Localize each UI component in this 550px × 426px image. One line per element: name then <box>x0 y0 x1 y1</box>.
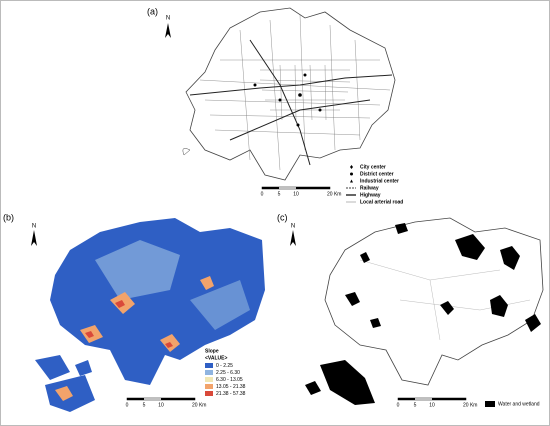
panel-label: (c) <box>277 212 288 222</box>
north-arrow <box>290 230 296 246</box>
legend-swatch <box>205 370 213 375</box>
road-network <box>199 14 391 171</box>
water-area <box>305 223 541 405</box>
island <box>55 386 73 401</box>
north-label: N <box>166 16 170 22</box>
legend-label: Water and wetland <box>498 401 540 407</box>
legend-swatch <box>205 363 213 368</box>
north-label: N <box>32 224 36 230</box>
legend-symbol <box>350 172 353 176</box>
panel-label: (b) <box>3 212 14 222</box>
scale-bar: 0 5 10 20 Km <box>126 397 206 408</box>
slope-area <box>85 300 173 348</box>
scale-label: 10 <box>293 191 299 197</box>
legend-label: 6.30 - 13.05 <box>216 377 243 383</box>
scale-label: 0 <box>397 402 400 408</box>
legend-label: District center <box>360 171 394 177</box>
scale-label: 10 <box>158 402 164 408</box>
scale-label: 0 <box>261 191 264 197</box>
scale-label: 5 <box>143 402 146 408</box>
city-boundary <box>324 217 544 386</box>
legend: Slope <VALUE> 0 - 2.25 2.25 - 6.30 6.30 … <box>205 348 246 397</box>
legend-symbol <box>350 179 353 183</box>
center-points <box>253 73 322 127</box>
highways <box>189 39 393 166</box>
city-boundary <box>185 7 396 181</box>
legend-title: Slope <box>205 348 219 354</box>
north-arrow <box>165 23 171 38</box>
island <box>35 355 95 412</box>
panel-a: (a) N City center District center Indust… <box>147 6 403 205</box>
legend-swatch <box>485 401 495 407</box>
legend-label: City center <box>360 164 386 170</box>
legend: Water and wetland <box>485 401 540 407</box>
legend-symbol <box>350 165 353 169</box>
legend-label: Railway <box>360 185 379 191</box>
legend-label: 13.05 - 21.38 <box>216 384 246 390</box>
legend-swatch <box>205 377 213 382</box>
scale-label: 10 <box>429 402 435 408</box>
legend-subtitle: <VALUE> <box>205 355 227 361</box>
legend-swatch <box>205 391 213 396</box>
legend-swatch <box>205 384 213 389</box>
legend-label: 0 - 2.25 <box>216 363 233 369</box>
slope-area <box>95 240 250 330</box>
panel-label: (a) <box>147 6 158 16</box>
north-arrow <box>31 230 37 246</box>
island <box>182 148 191 156</box>
panel-c: (c) N Water and wetland 0 5 10 20 Km <box>277 212 544 408</box>
legend-label: 2.25 - 6.30 <box>216 370 240 376</box>
scale-label: 0 <box>126 402 129 408</box>
scale-label: 20 Km <box>327 191 341 197</box>
scale-label: 20 Km <box>463 402 477 408</box>
panel-b: (b) N Slope <VALUE> 0 - 2.25 2.25 - 6.30 <box>3 212 265 412</box>
scale-label: 5 <box>414 402 417 408</box>
scale-bar: 0 5 10 20 Km <box>261 186 341 197</box>
legend-label: 21.38 - 57.38 <box>216 391 246 397</box>
district-lines <box>359 259 531 341</box>
legend-label: Industrial center <box>360 178 399 184</box>
legend-label: Local arterial road <box>360 199 403 205</box>
north-label: N <box>291 224 295 230</box>
scale-label: 5 <box>278 191 281 197</box>
scale-bar: 0 5 10 20 Km <box>397 397 477 408</box>
legend: City center District center Industrial c… <box>346 164 403 205</box>
scale-label: 20 Km <box>192 402 206 408</box>
legend-label: Highway <box>360 192 381 198</box>
